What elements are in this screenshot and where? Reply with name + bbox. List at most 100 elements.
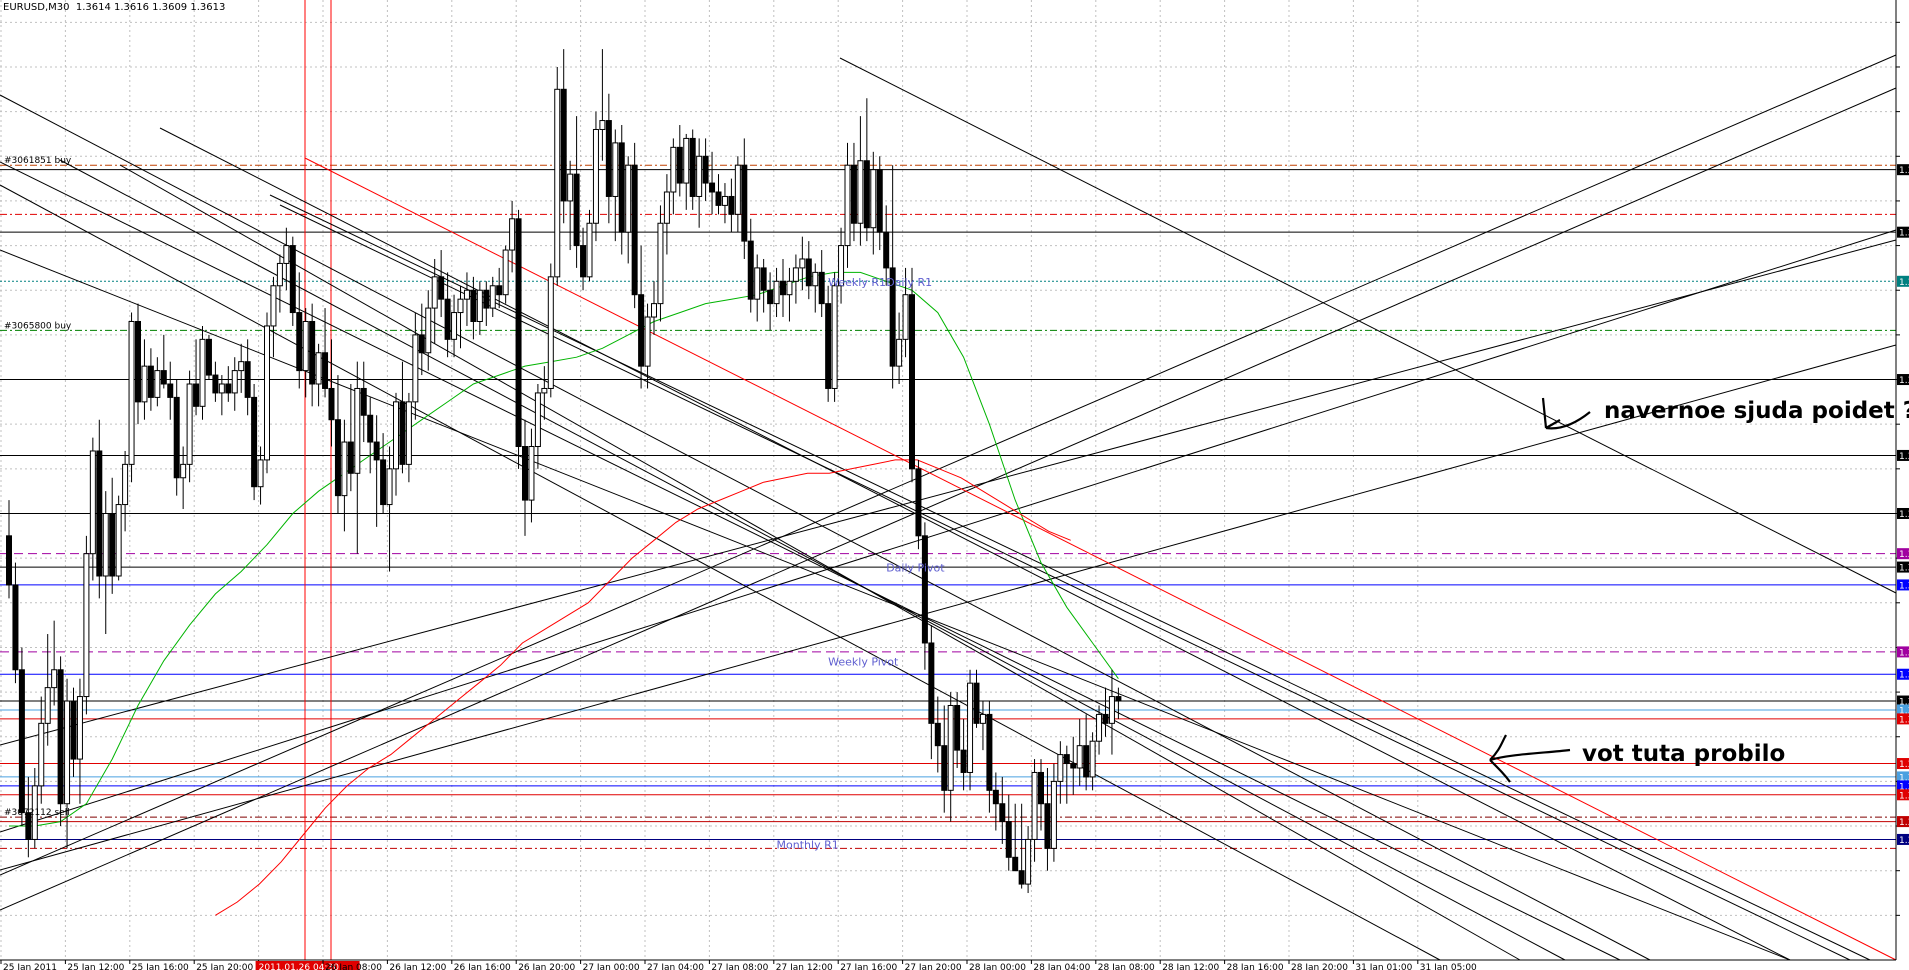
candle-body-155 — [1005, 821, 1012, 858]
candle-body-132 — [857, 160, 864, 224]
candle-body-88 — [573, 173, 580, 247]
candles-layer — [6, 49, 1122, 894]
x-tick-label-0: 25 Jan 2011 — [3, 963, 57, 970]
trendline-red — [304, 157, 1897, 961]
candle-body-69 — [451, 312, 458, 340]
trendline-7 — [0, 184, 1441, 961]
x-tick-label-6: 26 Jan 12:00 — [389, 963, 446, 970]
candle-body-83 — [541, 387, 548, 394]
candle-body-48 — [315, 352, 322, 385]
candle-body-86 — [560, 88, 567, 202]
price-level-badge-1 — [1897, 226, 1909, 238]
chart-labels-layer: #3061851 buy #3065800 buy #3072112 sell Wee… — [4, 156, 945, 851]
candle-body-170 — [1102, 713, 1109, 724]
candle-body-164 — [1063, 754, 1070, 765]
candle-body-35 — [231, 370, 238, 394]
trendline-0 — [0, 94, 1651, 961]
price-level-label-8: 1.3639 — [1899, 581, 1909, 591]
x-tick-label-2: 25 Jan 16:00 — [132, 963, 189, 970]
candle-body-154 — [999, 803, 1006, 823]
price-level-badge-8 — [1897, 579, 1909, 591]
candle-body-90 — [586, 222, 593, 278]
candle-body-108 — [702, 155, 709, 184]
candle-body-22 — [147, 365, 154, 398]
candle-body-42 — [276, 262, 283, 287]
price-level-badge-6 — [1897, 548, 1909, 560]
candle-body-118 — [767, 289, 774, 305]
candle-body-85 — [554, 88, 561, 278]
candle-body-100 — [651, 303, 657, 318]
candle-body-32 — [212, 374, 219, 394]
x-tick-label-17: 28 Jan 08:00 — [1098, 963, 1155, 970]
price-level-label-4: 1.3668 — [1899, 452, 1909, 462]
candle-body-28 — [186, 383, 193, 465]
candle-body-72 — [470, 289, 477, 322]
price-level-badge-11 — [1897, 695, 1909, 707]
candle-body-160 — [1038, 771, 1044, 805]
x-tick-label-3: 25 Jan 20:00 — [196, 963, 253, 970]
candle-body-101 — [657, 222, 664, 305]
candle-body-76 — [496, 285, 503, 296]
candle-body-66 — [431, 276, 438, 309]
x-tick-label-12: 27 Jan 12:00 — [776, 963, 833, 970]
candle-body-98 — [638, 294, 645, 367]
candle-body-47 — [309, 320, 316, 385]
price-level-label-2: 1.3707 — [1899, 278, 1909, 288]
candle-body-167 — [1083, 745, 1090, 778]
x-tick-label-4: 2011.01.26 04:30 — [259, 963, 340, 970]
candle-body-129 — [838, 245, 845, 287]
candle-body-156 — [1012, 856, 1019, 872]
symbol-timeframe: EURUSD,M30 — [3, 2, 70, 13]
candle-body-97 — [631, 164, 638, 296]
candle-body-54 — [354, 387, 361, 474]
candle-body-75 — [489, 285, 496, 309]
candle-body-13 — [89, 450, 96, 555]
price-level-label-14: 1.3599 — [1899, 760, 1909, 770]
price-level-label-16: 1.3594 — [1899, 782, 1909, 792]
candle-body-84 — [547, 276, 554, 389]
trendline-9 — [839, 57, 1897, 594]
candle-body-116 — [754, 267, 761, 300]
price-level-badge-16 — [1897, 780, 1909, 792]
x-tick-label-18: 28 Jan 12:00 — [1162, 963, 1219, 970]
order-label-2: #3065800 buy — [4, 321, 72, 331]
candle-body-143 — [928, 642, 935, 724]
annotation-note-top: navernoe sjuda poidet ? — [1604, 398, 1909, 424]
candle-body-60 — [393, 401, 399, 470]
price-level-label-0: 1.3732 — [1899, 166, 1909, 176]
price-level-label-12: 1.3611 — [1899, 706, 1909, 716]
trendline-5 — [269, 194, 1871, 961]
candle-body-92 — [599, 120, 606, 130]
candle-body-102 — [663, 191, 670, 224]
candle-body-36 — [238, 361, 245, 372]
candle-body-11 — [76, 696, 83, 760]
price-level-badge-19 — [1897, 833, 1909, 845]
candle-body-140 — [909, 294, 915, 470]
price-level-label-7: 1.3643 — [1899, 564, 1909, 574]
price-level-label-10: 1.3619 — [1899, 671, 1909, 681]
candle-body-59 — [386, 468, 393, 506]
candle-body-95 — [618, 142, 625, 233]
candle-body-2 — [18, 669, 25, 814]
crosshair-time-badge — [255, 961, 360, 970]
candle-body-163 — [1057, 754, 1064, 782]
candle-body-3 — [25, 812, 32, 840]
x-tick-label-10: 27 Jan 04:00 — [647, 963, 704, 970]
candle-body-141 — [915, 468, 922, 537]
x-tick-label-8: 26 Jan 20:00 — [518, 963, 575, 970]
price-level-label-3: 1.3685 — [1899, 376, 1909, 386]
candle-body-67 — [438, 276, 445, 300]
candle-body-65 — [425, 307, 432, 354]
candle-body-172 — [1115, 696, 1122, 702]
candle-body-123 — [799, 258, 806, 269]
candle-body-137 — [889, 267, 896, 367]
x-tick-label-5: 26 Jan 08:00 — [325, 963, 382, 970]
x-tick-label-21: 31 Jan 01:00 — [1355, 963, 1412, 970]
trendline-3 — [119, 164, 1521, 961]
hand-arrow-bottom — [1489, 734, 1571, 783]
candle-body-56 — [367, 414, 374, 443]
price-level-badge-3 — [1897, 374, 1909, 386]
candle-body-19 — [128, 320, 135, 465]
